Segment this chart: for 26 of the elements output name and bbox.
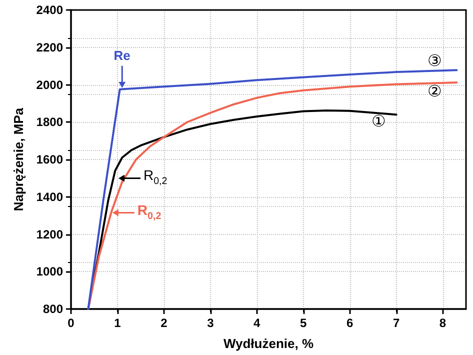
y-tick-label: 2000 [36,78,64,92]
x-tick-label: 4 [254,316,261,330]
series-label: ① [371,114,386,131]
x-tick-label: 0 [68,316,75,330]
x-tick-label: 3 [207,316,214,330]
series-label: ③ [428,53,442,70]
annotation: Re [114,48,130,64]
annotation: R$_{0,2}$ [137,201,162,222]
y-tick-label: 1400 [36,190,64,204]
x-tick-label: 8 [439,316,446,330]
y-axis-title: Naprężenie, MPa [11,107,26,212]
y-tick-label: 1800 [36,115,64,130]
y-tick-label: 2400 [36,3,64,17]
y-tick-label: 800 [42,302,64,316]
x-tick-label: 5 [300,316,308,330]
series-label: ② [428,84,442,101]
x-tick-label: 1 [114,316,122,330]
y-tick-label: 2200 [36,40,64,54]
annotation: R$_{0,2}$ [143,166,168,188]
x-axis-title: Wydłużenie, % [223,336,314,351]
x-tick-label: 6 [346,316,354,330]
y-tick-label: 1200 [36,227,64,242]
x-tick-label: 7 [392,316,400,330]
y-tick-label: 1600 [36,152,64,166]
x-tick-label: 2 [160,316,168,330]
y-tick-label: 1000 [36,264,64,279]
